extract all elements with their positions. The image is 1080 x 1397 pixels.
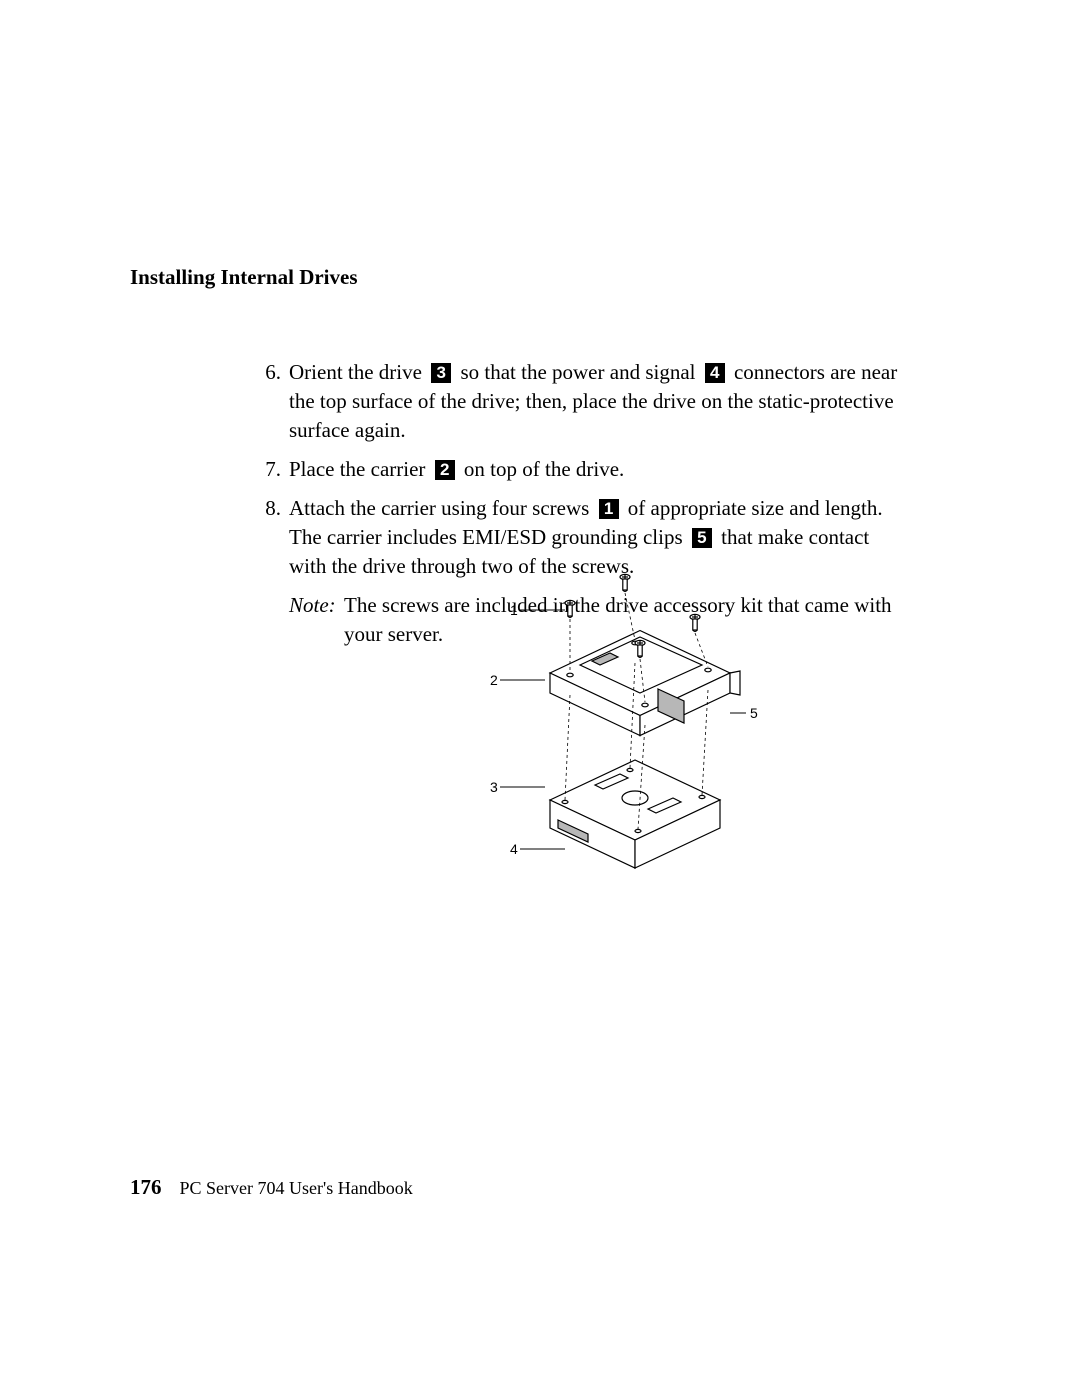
note-label: Note:: [289, 591, 344, 649]
callout-box-icon: 2: [435, 460, 455, 480]
book-title: PC Server 704 User's Handbook: [180, 1178, 413, 1198]
step-number: 6.: [249, 358, 289, 445]
step-body: Place the carrier 2 on top of the drive.: [289, 455, 899, 484]
section-header: Installing Internal Drives: [130, 265, 358, 290]
step-number: 7.: [249, 455, 289, 484]
step-number: 8.: [249, 494, 289, 649]
callout-box-icon: 1: [599, 499, 619, 519]
step: 7.Place the carrier 2 on top of the driv…: [249, 455, 899, 484]
figure-callout: 2: [490, 672, 498, 688]
callout-box-icon: 4: [705, 363, 725, 383]
figure-callout: 1: [510, 602, 518, 618]
step-body: Orient the drive 3 so that the power and…: [289, 358, 899, 445]
page: Installing Internal Drives 6.Orient the …: [0, 0, 1080, 1397]
figure-callout: 4: [510, 841, 518, 857]
figure-callout: 3: [490, 779, 498, 795]
step: 6.Orient the drive 3 so that the power a…: [249, 358, 899, 445]
callout-box-icon: 3: [431, 363, 451, 383]
page-footer: 176 PC Server 704 User's Handbook: [130, 1175, 413, 1200]
callout-box-icon: 5: [692, 528, 712, 548]
figure-callout: 5: [750, 705, 758, 721]
assembly-figure: 1 2 3 4 5: [370, 565, 870, 885]
assembly-svg: 1 2 3 4 5: [370, 565, 870, 885]
page-number: 176: [130, 1175, 162, 1199]
